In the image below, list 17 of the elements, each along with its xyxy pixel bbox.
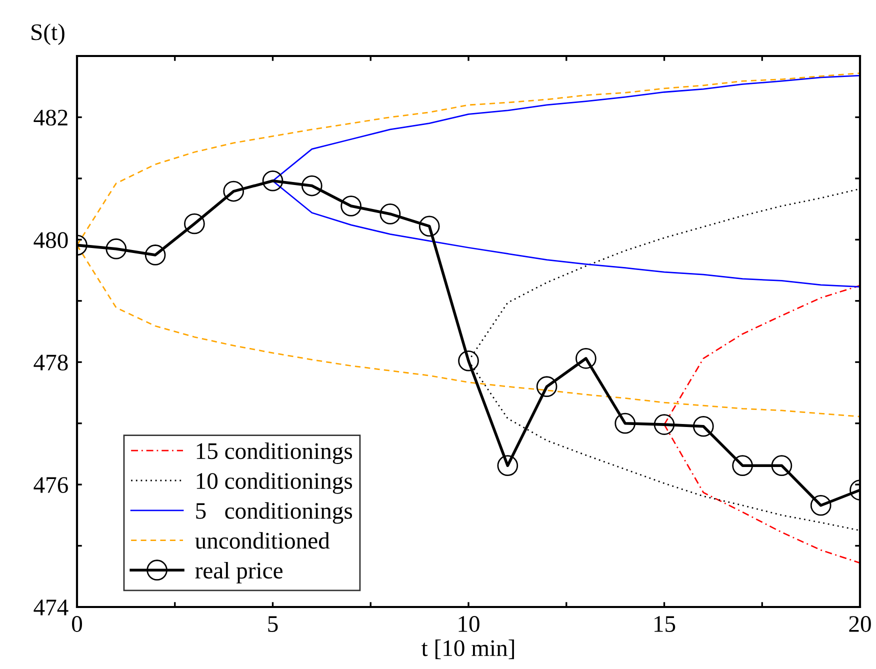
x-tick-label: 0 [72, 616, 82, 632]
legend-label: unconditioned [195, 532, 330, 549]
y-tick-label: 482 [34, 110, 68, 126]
x-tick-label: 10 [458, 616, 480, 632]
y-tick-label: 476 [34, 477, 68, 493]
x-tick-label: 20 [849, 616, 871, 632]
x-tick-label: 5 [268, 616, 278, 632]
legend-label: 15 conditionings [196, 442, 352, 464]
legend-label: 10 conditionings [196, 472, 352, 494]
legend-label: 5 conditionings [196, 502, 352, 524]
y-axis-title: S(t) [32, 24, 64, 45]
legend-label: real price [195, 562, 282, 584]
y-tick-label: 480 [34, 232, 68, 248]
x-tick-label: 15 [654, 616, 676, 632]
x-axis-title: t [10 min] [422, 640, 514, 660]
y-tick-label: 478 [34, 354, 68, 371]
y-tick-label: 474 [34, 600, 68, 616]
